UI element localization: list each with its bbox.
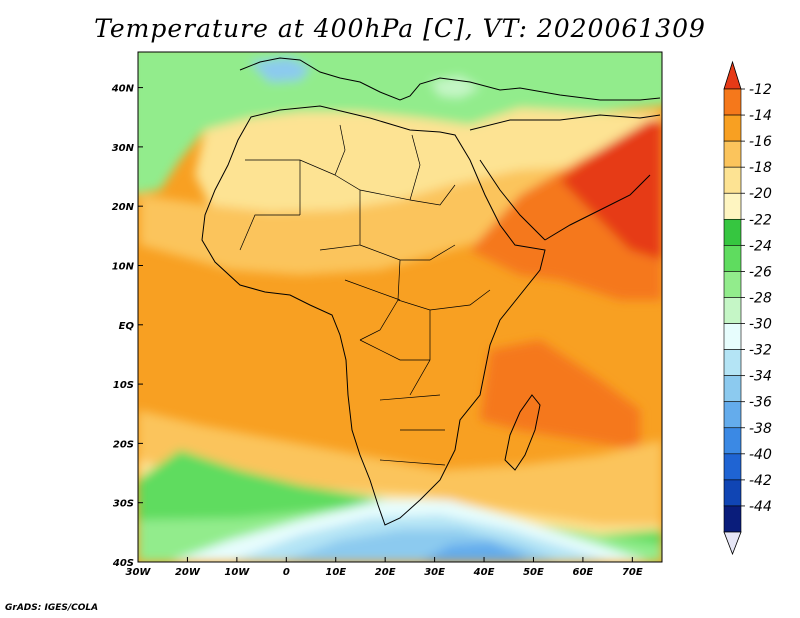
- colorbar-segment: [723, 218, 742, 246]
- lat-label: 20N: [112, 202, 135, 213]
- colorbar-segment: [723, 297, 742, 324]
- lon-label: 50E: [523, 567, 544, 578]
- lon-label: 20E: [375, 567, 396, 578]
- colorbar-segment: [723, 88, 742, 116]
- lon-label: 20W: [175, 567, 201, 578]
- plot-frame: [137, 51, 663, 563]
- lon-label: 70E: [622, 567, 643, 578]
- colorbar-label: -36: [749, 395, 772, 411]
- colorbar-label: -24: [749, 238, 772, 254]
- lon-label: 10W: [224, 567, 250, 578]
- colorbar-segment: [723, 323, 742, 350]
- border-lines: [239, 124, 491, 466]
- colorbar-label: -18: [749, 160, 772, 176]
- zone-northern-cool: [138, 52, 662, 194]
- lon-label: 30W: [126, 567, 152, 578]
- colorbar-segment: [723, 401, 742, 429]
- zone-madagascar-warm: [480, 340, 640, 450]
- colorbar-segment: [723, 140, 742, 168]
- lon-label: 60E: [573, 567, 594, 578]
- arabia-coastline: [469, 114, 661, 241]
- lon-label: 10E: [325, 567, 346, 578]
- colorbar-label: -32: [749, 343, 772, 359]
- lat-label: 10N: [112, 261, 135, 272]
- lat-label: 30N: [112, 143, 135, 154]
- colorbar-segment: [723, 166, 742, 194]
- colorbar-label: -28: [749, 290, 772, 306]
- temperature-field: [138, 52, 662, 562]
- lat-label: 40N: [111, 84, 135, 95]
- colorbar: -12 -14 -16 -18 -20 -22 -24 -26 -28 -30 -32 -34 -36 -…: [723, 60, 772, 556]
- lat-label: 20S: [113, 439, 134, 450]
- colorbar-label: -26: [749, 264, 772, 280]
- zone-south-deep-blue: [420, 542, 530, 562]
- colorbar-segment: [723, 479, 742, 507]
- colorbar-label: -20: [749, 186, 772, 202]
- zone-sahara-pale: [195, 108, 660, 212]
- madagascar-coastline: [504, 394, 541, 471]
- colorbar-label: -40: [749, 447, 772, 463]
- colorbar-label: -30: [749, 317, 772, 333]
- axis-layer: 30W 20W 10W 0 10E 20E 30E 40E 50E 60E 70E 40N 30N 20N…: [111, 84, 643, 578]
- colorbar-bottom-arrow: [723, 531, 742, 556]
- africa-coastline: [201, 105, 546, 526]
- zone-arabia-hot: [560, 120, 662, 260]
- lon-label: 40E: [473, 567, 495, 578]
- colorbar-segment: [723, 505, 742, 533]
- colorbar-label: -38: [749, 421, 772, 437]
- colorbar-segment: [723, 114, 742, 142]
- colorbar-segment: [723, 375, 742, 403]
- colorbar-label: -34: [749, 369, 772, 385]
- lat-label: EQ: [119, 321, 135, 332]
- colorbar-segment: [723, 192, 742, 220]
- colorbar-label: -44: [749, 499, 772, 515]
- colorbar-label: -16: [749, 134, 772, 150]
- colorbar-segment: [723, 271, 742, 298]
- colorbar-segment: [723, 453, 742, 481]
- lat-label: 10S: [113, 380, 134, 391]
- lon-label: 0: [283, 567, 290, 578]
- coastlines: [201, 57, 661, 526]
- zone-sahara-light: [140, 165, 630, 275]
- colorbar-label: -14: [749, 108, 772, 124]
- colorbar-top-arrow: [723, 60, 742, 90]
- colorbar-segment: [723, 245, 742, 272]
- colorbar-segment: [723, 349, 742, 376]
- colorbar-label: -12: [749, 82, 772, 98]
- lat-label: 30S: [113, 499, 134, 510]
- country-borders: [239, 124, 491, 466]
- zone-north-blue: [250, 58, 310, 82]
- zone-south-mid: [138, 410, 662, 525]
- map-title: Temperature at 400hPa [C], VT: 202006130…: [94, 14, 706, 43]
- europe-coastline: [239, 57, 661, 101]
- colorbar-segment: [723, 427, 742, 455]
- colorbar-label: -42: [749, 473, 772, 489]
- grads-credit: GrADS: IGES/COLA: [5, 603, 99, 613]
- colorbar-label: -22: [749, 212, 772, 228]
- lon-label: 30E: [424, 567, 445, 578]
- lat-label: 40S: [112, 558, 134, 569]
